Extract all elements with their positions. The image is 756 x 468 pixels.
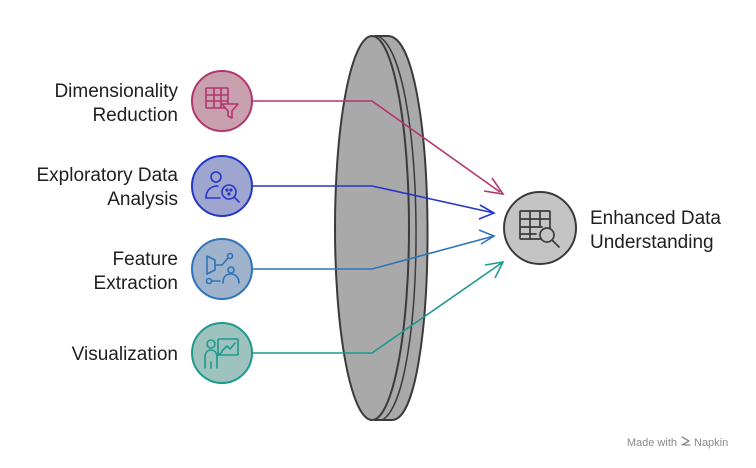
label-line1: Feature — [113, 249, 178, 270]
connectors — [253, 100, 505, 354]
node-circle — [191, 155, 253, 217]
arrowhead-exploratory-data-analysis — [478, 204, 496, 220]
connector-visualization — [253, 261, 504, 354]
arrowhead-feature-extraction — [478, 229, 496, 245]
output-label-line1: Enhanced Data — [590, 208, 721, 229]
watermark-brand: Napkin — [694, 437, 728, 449]
output-label-line2: Understanding — [590, 232, 714, 253]
arrowhead-dimensionality-reduction — [483, 177, 505, 196]
node-circle — [191, 238, 253, 300]
watermark-prefix: Made with — [627, 437, 677, 449]
feature-extraction-icon — [205, 252, 240, 285]
table-magnify-icon — [519, 210, 560, 248]
input-visualization: Visualization — [72, 322, 253, 384]
connector-exploratory-data-analysis — [253, 185, 495, 214]
napkin-logo-icon — [681, 436, 691, 446]
input-exploratory-data-analysis: Exploratory Data Analysis — [36, 155, 253, 217]
node-circle — [503, 191, 577, 265]
label-line1: Exploratory Data — [36, 165, 178, 186]
label-line2: Extraction — [94, 273, 178, 294]
lens-front-disc — [334, 35, 410, 421]
connector-dimensionality-reduction — [253, 100, 501, 193]
label-line2: Analysis — [107, 189, 178, 210]
arrowhead-visualization — [484, 260, 505, 279]
presenter-chart-icon — [204, 338, 239, 369]
napkin-watermark: Made with Napkin — [627, 436, 728, 449]
label-line1: Dimensionality — [54, 81, 178, 102]
lens-edge-line — [377, 35, 417, 421]
label-line1: Visualization — [72, 344, 178, 365]
input-feature-extraction: Feature Extraction — [94, 238, 253, 300]
label-line2: Reduction — [92, 105, 178, 126]
table-filter-icon — [205, 87, 239, 119]
connector-feature-extraction — [253, 235, 495, 270]
output-enhanced-data-understanding: Enhanced Data Understanding — [503, 191, 721, 265]
user-search-icon — [205, 171, 240, 203]
lens — [334, 35, 429, 421]
input-dimensionality-reduction: Dimensionality Reduction — [54, 70, 253, 132]
